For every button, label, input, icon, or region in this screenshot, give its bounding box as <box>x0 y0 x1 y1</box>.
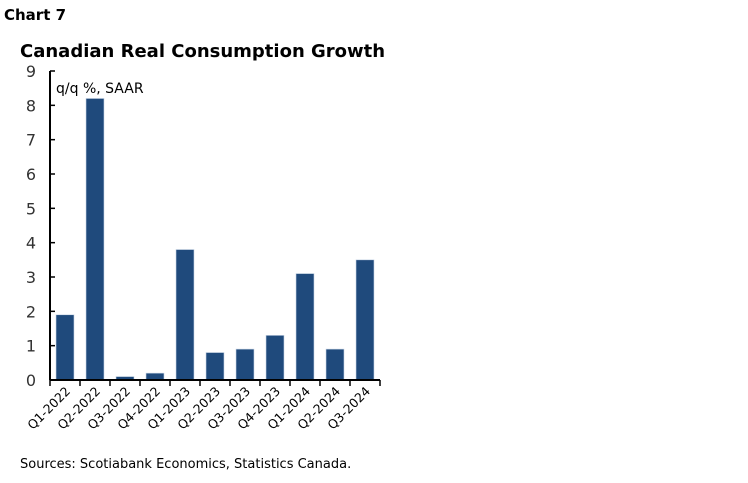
bar <box>175 249 195 381</box>
bar <box>355 259 375 381</box>
y-axis-label: q/q %, SAAR <box>56 81 144 97</box>
bar <box>295 273 315 381</box>
y-tick-label: 4 <box>26 234 36 253</box>
source-note: Sources: Scotiabank Economics, Statistic… <box>20 457 352 472</box>
y-tick-label: 5 <box>26 199 36 218</box>
bar <box>145 372 165 381</box>
chart-label: Chart 7 <box>4 6 67 24</box>
y-tick-label: 3 <box>26 268 36 287</box>
bar <box>235 348 255 381</box>
bar <box>325 348 345 381</box>
bar <box>265 335 285 381</box>
y-tick-label: 7 <box>26 131 36 150</box>
y-tick-label: 9 <box>26 62 36 81</box>
y-tick-label: 6 <box>26 165 36 184</box>
y-tick-label: 1 <box>26 337 36 356</box>
y-tick-label: 2 <box>26 302 36 321</box>
bar <box>85 98 105 381</box>
bar <box>205 352 225 381</box>
chart-title: Canadian Real Consumption Growth <box>20 41 386 62</box>
bar <box>55 314 75 381</box>
y-tick-label: 0 <box>26 371 36 390</box>
y-tick-label: 8 <box>26 96 36 115</box>
